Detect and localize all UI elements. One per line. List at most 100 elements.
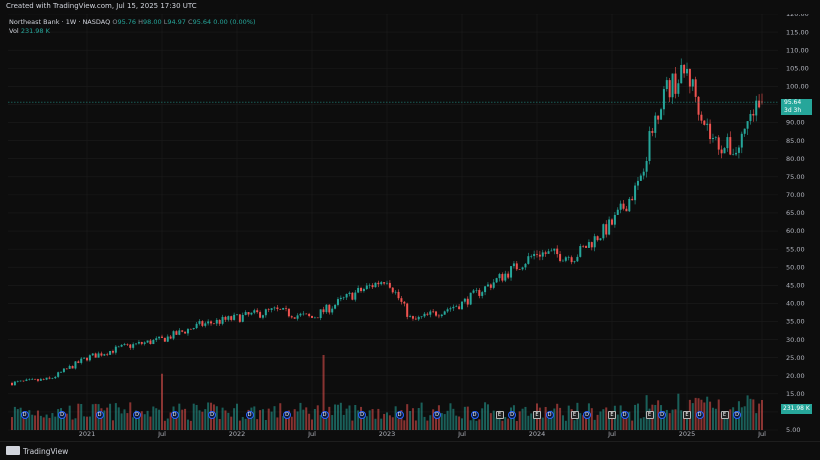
earnings-marker-icon[interactable]: E bbox=[683, 411, 691, 419]
volume-bar bbox=[218, 419, 221, 430]
dividend-marker-icon[interactable]: D bbox=[245, 411, 254, 419]
dividend-marker-icon[interactable]: D bbox=[395, 411, 404, 419]
volume-bar bbox=[703, 402, 706, 430]
dividend-marker-icon[interactable]: D bbox=[508, 411, 516, 419]
volume-bar bbox=[674, 409, 677, 430]
volume-bar bbox=[106, 407, 109, 430]
earnings-marker-icon[interactable]: E bbox=[645, 411, 654, 419]
volume-bar bbox=[235, 403, 239, 430]
candle-body bbox=[342, 297, 345, 299]
volume-bar bbox=[230, 416, 233, 430]
volume-bar bbox=[163, 420, 166, 430]
candle-body bbox=[521, 267, 524, 270]
volume-bar bbox=[132, 417, 135, 430]
candle-body bbox=[660, 109, 663, 120]
volume-bar bbox=[758, 403, 761, 430]
dividend-marker-icon[interactable]: D bbox=[658, 411, 666, 419]
volume-bar bbox=[403, 420, 406, 430]
volume-bar bbox=[39, 415, 42, 430]
volume-bar bbox=[10, 417, 14, 430]
candle-body bbox=[388, 282, 391, 288]
candle-body bbox=[270, 308, 273, 310]
volume-bar bbox=[435, 412, 438, 430]
volume-bar bbox=[449, 403, 452, 430]
candle-body bbox=[114, 346, 117, 353]
low-label: L bbox=[163, 18, 168, 26]
open-value: 95.76 bbox=[117, 18, 137, 26]
volume-bar bbox=[319, 415, 322, 430]
volume-bar bbox=[354, 404, 357, 430]
dividend-marker-icon[interactable]: D bbox=[320, 411, 329, 419]
candle-body bbox=[610, 219, 614, 225]
dividend-marker-icon[interactable]: D bbox=[470, 411, 479, 419]
price-tick-label: 85.00 bbox=[786, 137, 805, 145]
volume-bar bbox=[36, 410, 39, 430]
candle-body bbox=[293, 317, 296, 319]
volume-bar bbox=[570, 409, 573, 430]
volume-bar bbox=[625, 411, 628, 430]
earnings-marker-icon[interactable]: E bbox=[495, 411, 504, 419]
candle-body bbox=[755, 100, 758, 116]
volume-bar bbox=[755, 413, 758, 430]
candle-body bbox=[758, 100, 761, 108]
dividend-marker-icon[interactable]: D bbox=[58, 411, 66, 419]
candle-body bbox=[556, 248, 559, 255]
volume-bar bbox=[285, 415, 288, 430]
candle-body bbox=[639, 175, 642, 181]
candle-body bbox=[149, 340, 152, 345]
dividend-marker-icon[interactable]: D bbox=[170, 411, 179, 419]
dividend-marker-icon[interactable]: D bbox=[620, 411, 629, 419]
earnings-marker-icon[interactable]: E bbox=[570, 411, 579, 419]
volume-bar bbox=[556, 403, 559, 430]
dividend-marker-icon[interactable]: D bbox=[733, 411, 741, 419]
candle-body bbox=[146, 340, 149, 343]
earnings-marker-icon[interactable]: E bbox=[720, 411, 729, 419]
volume-bar bbox=[585, 416, 588, 430]
dividend-marker-icon[interactable]: D bbox=[283, 411, 291, 419]
volume-bar bbox=[665, 409, 668, 430]
dividend-marker-icon[interactable]: D bbox=[695, 411, 704, 419]
candle-body bbox=[48, 377, 51, 379]
candle-body bbox=[440, 314, 443, 317]
earnings-marker-icon[interactable]: E bbox=[608, 411, 616, 419]
volume-bar bbox=[463, 406, 466, 430]
volume-bar bbox=[720, 412, 723, 430]
dividend-marker-icon[interactable]: D bbox=[583, 411, 591, 419]
candle-body bbox=[671, 73, 674, 98]
bar-countdown: 3d 3h bbox=[784, 107, 802, 115]
candle-body bbox=[368, 285, 371, 286]
candle-body bbox=[726, 137, 729, 149]
candle-body bbox=[51, 378, 54, 379]
volume-bar bbox=[596, 414, 599, 430]
dividend-marker-icon[interactable]: D bbox=[133, 411, 141, 419]
dividend-marker-icon[interactable]: D bbox=[20, 411, 29, 419]
candle-body bbox=[463, 298, 466, 302]
volume-bar bbox=[158, 409, 161, 430]
volume-bar bbox=[489, 413, 492, 430]
dividend-marker-icon[interactable]: D bbox=[545, 411, 554, 419]
dividend-marker-icon[interactable]: D bbox=[95, 411, 104, 419]
close-label: C bbox=[188, 18, 193, 26]
price-chart[interactable]: 120.00115.00110.00105.00100.0095.0090.00… bbox=[0, 0, 820, 441]
symbol-label[interactable]: Northeast Bank · 1W · NASDAQ bbox=[9, 18, 111, 26]
candle-body bbox=[714, 137, 717, 139]
volume-bar bbox=[677, 393, 680, 430]
candle-body bbox=[285, 307, 288, 309]
volume-bar bbox=[71, 419, 74, 430]
dividend-marker-icon[interactable]: D bbox=[208, 411, 216, 419]
candle-body bbox=[397, 291, 400, 299]
candle-body bbox=[452, 306, 455, 309]
price-tick-label: 30.00 bbox=[786, 336, 805, 344]
candle-body bbox=[287, 308, 290, 317]
dividend-marker-icon[interactable]: D bbox=[358, 411, 366, 419]
volume-bar bbox=[423, 416, 426, 430]
volume-bar bbox=[515, 420, 518, 430]
dividend-marker-icon[interactable]: D bbox=[433, 411, 441, 419]
volume-bar bbox=[129, 402, 132, 430]
time-axis: 2021 Jul 2022 Jul 2023 Jul 2024 Jul 2025 Jul bbox=[79, 430, 766, 438]
volume-bar bbox=[244, 418, 247, 430]
volume-bar bbox=[146, 410, 149, 430]
earnings-marker-icon[interactable]: E bbox=[533, 411, 541, 419]
candle-body bbox=[458, 306, 461, 310]
candle-body bbox=[662, 89, 665, 110]
